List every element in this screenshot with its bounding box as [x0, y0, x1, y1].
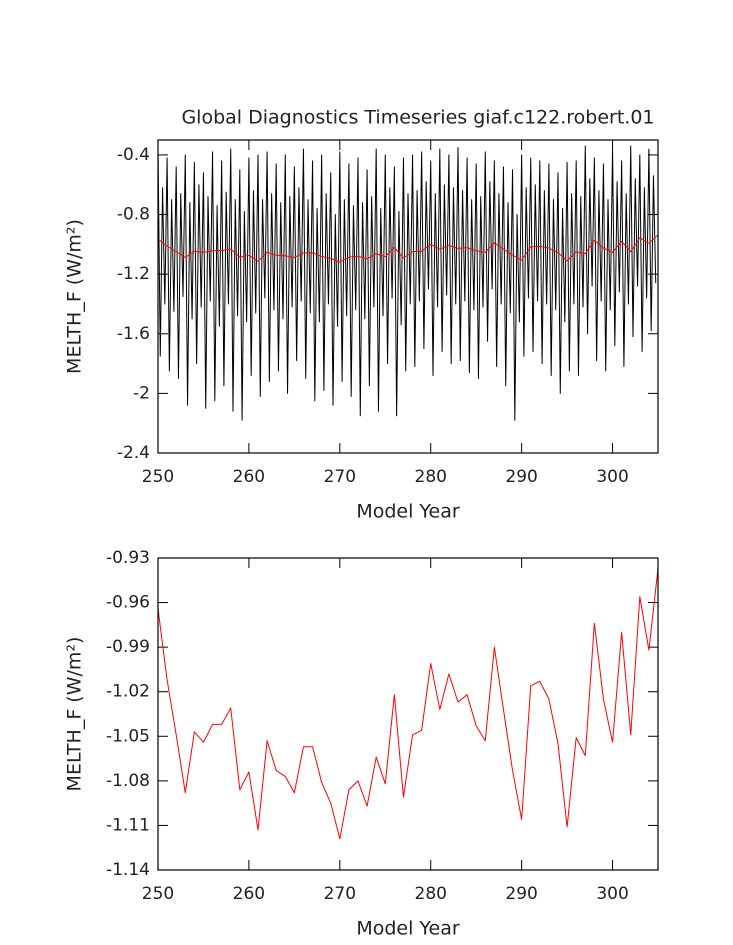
x-tick-label: 300: [596, 467, 628, 487]
plot-frame: [157, 557, 659, 871]
x-tick-label: 270: [324, 467, 356, 487]
x-tick-label: 250: [142, 467, 174, 487]
y-axis-label: MELTH_F (W/m²): [64, 219, 86, 374]
x-tick-label: 290: [505, 884, 537, 904]
x-tick-label: 300: [596, 884, 628, 904]
y-tick-label: -1.6: [117, 324, 150, 344]
x-tick-label: 260: [233, 884, 265, 904]
y-tick-label: -0.4: [117, 145, 150, 165]
x-tick-label: 270: [324, 884, 356, 904]
y-tick-label: -0.99: [106, 637, 150, 657]
y-tick-label: -1.14: [106, 860, 150, 880]
chart-title: Global Diagnostics Timeseries giaf.c122.…: [181, 107, 654, 129]
y-tick-label: -1.2: [117, 264, 150, 284]
data-line: [157, 234, 659, 263]
x-axis-label: Model Year: [356, 918, 460, 940]
x-axis-label: Model Year: [356, 501, 460, 523]
y-tick-label: -0.96: [106, 593, 150, 613]
x-tick-label: 280: [415, 467, 447, 487]
x-tick-label: 280: [415, 884, 447, 904]
plot-frame: [157, 139, 659, 454]
y-tick-label: -2: [133, 383, 150, 403]
y-tick-label: -2.4: [117, 443, 150, 463]
y-tick-label: -1.08: [106, 771, 150, 791]
y-tick-label: -1.11: [106, 815, 150, 835]
x-tick-label: 250: [142, 884, 174, 904]
y-tick-label: -1.02: [106, 682, 150, 702]
y-tick-label: -1.05: [106, 726, 150, 746]
y-tick-label: -0.93: [106, 548, 150, 568]
data-line: [157, 145, 657, 421]
x-tick-label: 290: [505, 467, 537, 487]
y-axis-label: MELTH_F (W/m²): [64, 637, 86, 792]
x-tick-label: 260: [233, 467, 265, 487]
y-tick-label: -0.8: [117, 205, 150, 225]
data-line: [157, 568, 659, 840]
